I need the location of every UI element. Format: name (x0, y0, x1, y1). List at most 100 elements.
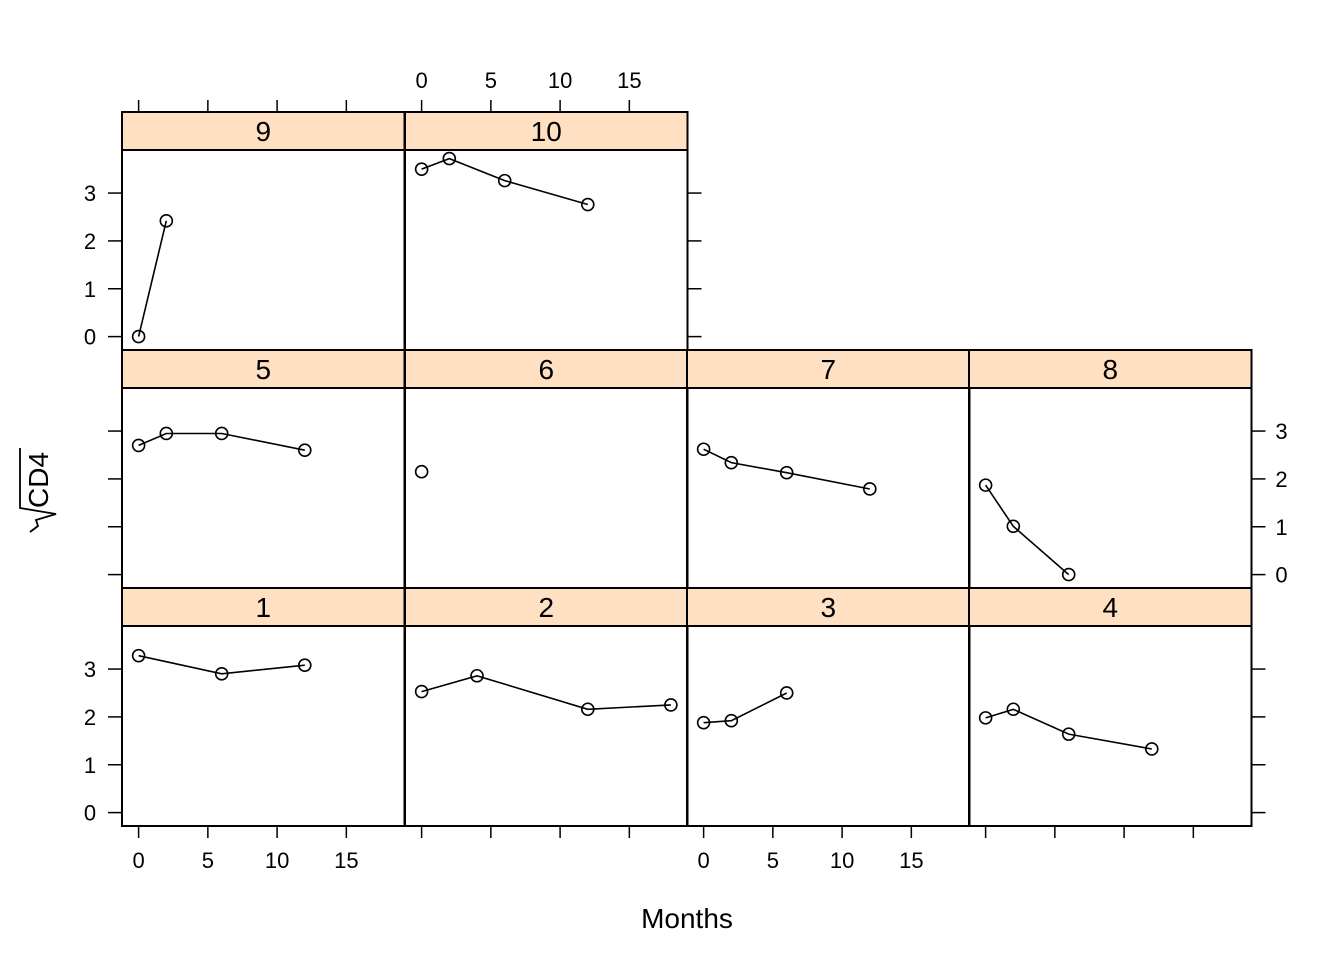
strip-label: 10 (531, 116, 562, 147)
data-point (580, 197, 595, 212)
panel-4: 4 (968, 587, 1253, 827)
y-axis-title-radicand: CD4 (23, 452, 54, 508)
y-tick-label: 1 (84, 277, 96, 302)
data-point (862, 482, 877, 496)
data-point (131, 648, 146, 663)
panel-strip (686, 349, 971, 389)
panel-5: 5 (121, 349, 406, 589)
data-point (414, 684, 429, 699)
x-tick-label: 15 (617, 68, 641, 93)
strip-label: 7 (820, 354, 836, 385)
strip-label: 2 (538, 592, 554, 623)
data-point (724, 713, 739, 728)
data-point (779, 686, 794, 700)
x-tick-label: 5 (202, 848, 214, 873)
y-tick-label: 2 (84, 229, 96, 254)
data-point (779, 465, 794, 480)
data-point (214, 426, 229, 441)
panel-frame (121, 387, 406, 589)
panel-frame (968, 387, 1253, 589)
data-point (1006, 702, 1021, 717)
series-line (985, 708, 1152, 750)
panel-6: 6 (404, 349, 689, 589)
x-tick-label: 10 (265, 848, 289, 873)
y-tick-label: 3 (1275, 419, 1287, 444)
x-tick-label: 0 (697, 848, 709, 873)
y-tick-label: 1 (1275, 515, 1287, 540)
panel-frame (404, 149, 689, 351)
x-tick-label: 15 (899, 848, 923, 873)
series-line (703, 448, 870, 490)
data-point (442, 151, 457, 166)
data-point (1006, 519, 1021, 534)
data-point (159, 214, 174, 228)
y-tick-label: 0 (84, 325, 96, 350)
panel-strip (404, 111, 689, 151)
data-point (978, 711, 993, 725)
series-line (138, 432, 305, 451)
panel-3: 3 (686, 587, 971, 827)
panel-7: 7 (686, 349, 971, 589)
panel-frame (121, 625, 406, 827)
panels-layer: 1 2 3 4 5 6 7 8 9 10 (121, 111, 1253, 827)
strip-label: 4 (1102, 592, 1118, 623)
panel-frame (404, 387, 689, 589)
panel-1: 1 (121, 587, 406, 827)
panel-frame (686, 387, 971, 589)
data-point (1144, 742, 1159, 756)
panel-strip (121, 587, 406, 627)
x-axis-title: Months (641, 903, 733, 934)
data-point (696, 442, 711, 457)
y-axis-title: CD4 (19, 448, 57, 533)
series-line (703, 692, 788, 724)
data-point (297, 658, 312, 673)
y-tick-label: 1 (84, 753, 96, 778)
x-tick-label: 10 (548, 68, 572, 93)
data-point (414, 162, 429, 176)
data-point (297, 443, 312, 458)
panel-strip (404, 587, 689, 627)
panel-10: 10 (404, 111, 689, 351)
y-tick-label: 2 (84, 705, 96, 730)
series-line (984, 484, 1070, 576)
data-point (978, 478, 993, 492)
strip-label: 5 (255, 354, 271, 385)
strip-label: 3 (820, 592, 836, 623)
data-point (470, 668, 484, 683)
panel-9: 9 (121, 111, 406, 351)
data-point (214, 667, 229, 681)
panel-frame (121, 149, 406, 351)
y-tick-label: 3 (84, 657, 96, 682)
panel-frame (968, 625, 1253, 827)
data-point (1061, 727, 1076, 741)
panel-2: 2 (404, 587, 689, 827)
y-tick-label: 0 (84, 801, 96, 826)
series-line (421, 157, 589, 206)
strip-label: 1 (255, 592, 271, 623)
strip-label: 6 (538, 354, 554, 385)
x-tick-label: 10 (830, 848, 854, 873)
x-tick-label: 5 (485, 68, 497, 93)
data-point (580, 702, 595, 717)
radical-sign-icon (19, 448, 57, 533)
y-tick-label: 0 (1275, 563, 1287, 588)
x-tick-label: 0 (132, 848, 144, 873)
data-point (664, 698, 678, 712)
x-tick-label: 15 (334, 848, 358, 873)
y-tick-label: 2 (1275, 467, 1287, 492)
data-point (724, 455, 739, 470)
series-line (421, 674, 671, 711)
data-point (159, 426, 174, 441)
series-line (138, 654, 305, 675)
panel-strip (968, 349, 1253, 389)
strip-label: 8 (1102, 354, 1118, 385)
data-point (1061, 567, 1076, 582)
data-point (497, 173, 512, 188)
data-point (696, 715, 711, 730)
data-point (131, 438, 146, 453)
series-line (137, 220, 168, 337)
panel-frame (404, 625, 689, 827)
panel-8: 8 (968, 349, 1253, 589)
